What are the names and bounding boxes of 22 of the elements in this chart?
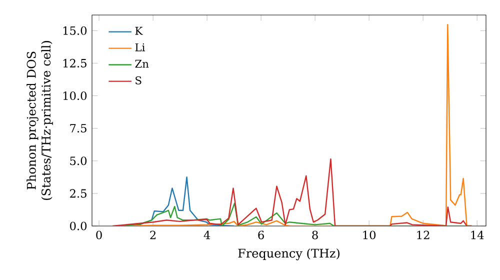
legend-label: S xyxy=(136,76,142,84)
y-tick-label: 10.0 xyxy=(63,91,87,100)
x-tick-label: 8 xyxy=(312,230,318,240)
x-tick-label: 6 xyxy=(258,230,264,240)
line-series xyxy=(112,158,472,226)
y-tick-label: 7.5 xyxy=(70,124,86,133)
x-axis-title: Frequency (THz) xyxy=(238,248,340,260)
y-tick-label: 12.5 xyxy=(63,58,86,68)
x-tick-label: 0 xyxy=(96,230,102,240)
y-tick-label: 0.0 xyxy=(70,222,87,230)
y-tick-label: 15.0 xyxy=(63,26,87,35)
x-tick-label: 2 xyxy=(150,230,156,240)
x-tick-label: 4 xyxy=(204,230,210,240)
legend-label: K xyxy=(135,26,143,35)
y-tick-label: 5.0 xyxy=(70,156,87,166)
x-tick-label: 12 xyxy=(417,230,430,240)
x-tick-label: 14 xyxy=(471,230,484,240)
legend-label: Li xyxy=(135,43,145,52)
y-axis-title: Phonon projected DOS (States/THz·primitive cell) xyxy=(26,41,53,200)
legend-label: Zn xyxy=(135,60,149,68)
y-tick-label: 2.5 xyxy=(70,189,86,198)
x-tick-label: 10 xyxy=(363,230,376,240)
